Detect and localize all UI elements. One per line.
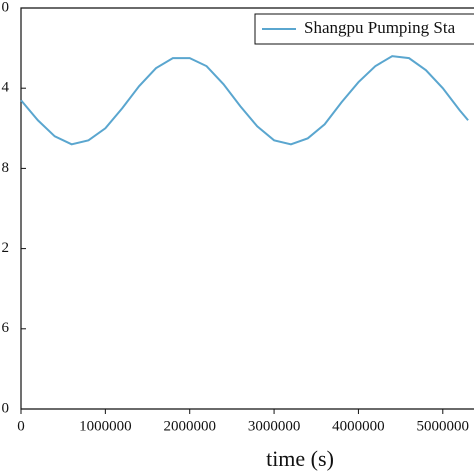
x-tick-label: 1000000 (79, 418, 132, 434)
y-tick-label: 0 (2, 0, 10, 15)
x-tick-label: 2000000 (163, 418, 216, 434)
x-tick-label: 4000000 (332, 418, 385, 434)
x-tick-label: 3000000 (248, 418, 301, 434)
axis-frame (20, 7, 474, 410)
y-tick-label: 0 (2, 400, 10, 416)
x-axis-label: time (s) (266, 446, 334, 471)
legend-label: Shangpu Pumping Sta (304, 18, 456, 37)
x-tick-label: 0 (17, 418, 25, 434)
y-tick-label: 8 (2, 160, 10, 176)
series-line (20, 55, 469, 146)
y-tick-label: 4 (2, 80, 10, 96)
y-tick-label: 6 (2, 320, 10, 336)
x-tick-label: 5000000 (417, 418, 470, 434)
y-tick-label: 2 (2, 240, 10, 256)
